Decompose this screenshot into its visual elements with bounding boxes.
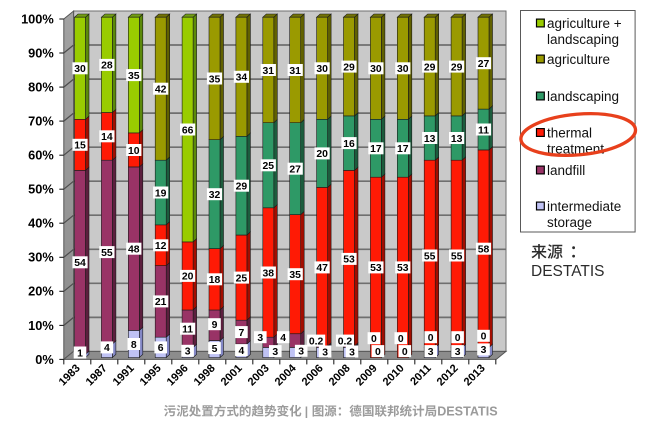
- svg-text:47: 47: [316, 263, 328, 274]
- svg-text:0: 0: [455, 333, 461, 344]
- svg-text:agriculture: agriculture: [547, 52, 610, 67]
- svg-text:54: 54: [74, 258, 86, 269]
- svg-text:28: 28: [101, 61, 113, 72]
- svg-text:32: 32: [209, 190, 221, 201]
- svg-text:19: 19: [155, 188, 167, 199]
- svg-text:0.2: 0.2: [309, 336, 324, 347]
- svg-text:3: 3: [298, 347, 304, 358]
- svg-text:53: 53: [397, 263, 409, 274]
- svg-text:10: 10: [128, 146, 140, 157]
- svg-text:58: 58: [478, 245, 490, 256]
- svg-text:0: 0: [481, 332, 487, 343]
- svg-text:31: 31: [289, 66, 301, 77]
- svg-text:3: 3: [455, 347, 461, 358]
- svg-text:30: 30: [397, 64, 409, 75]
- svg-text:4: 4: [239, 346, 245, 357]
- svg-text:1: 1: [77, 348, 83, 359]
- svg-text:17: 17: [370, 144, 382, 155]
- svg-text:|: |: [305, 405, 308, 419]
- svg-text:12: 12: [155, 241, 167, 252]
- svg-text:25: 25: [236, 273, 248, 284]
- svg-text:29: 29: [343, 62, 355, 73]
- svg-text:70%: 70%: [28, 114, 54, 129]
- svg-text:55: 55: [101, 248, 113, 259]
- svg-text:66: 66: [182, 125, 194, 136]
- svg-text:27: 27: [289, 165, 301, 176]
- svg-text:DESTATIS: DESTATIS: [531, 263, 605, 280]
- svg-text:18: 18: [209, 275, 221, 286]
- svg-text:29: 29: [451, 62, 463, 73]
- svg-text:31: 31: [263, 66, 275, 77]
- svg-text:90%: 90%: [28, 45, 54, 60]
- svg-text:35: 35: [209, 74, 221, 85]
- svg-text:30: 30: [74, 64, 86, 75]
- svg-text:20: 20: [316, 149, 328, 160]
- svg-text:17: 17: [397, 144, 409, 155]
- svg-text:4: 4: [280, 333, 286, 344]
- svg-text:3: 3: [481, 345, 487, 356]
- svg-text:11: 11: [182, 325, 193, 336]
- svg-text:25: 25: [263, 161, 275, 172]
- svg-text:29: 29: [236, 182, 248, 193]
- svg-text:55: 55: [424, 251, 436, 262]
- svg-text:7: 7: [239, 328, 245, 339]
- svg-text:13: 13: [424, 134, 436, 145]
- svg-text:48: 48: [128, 245, 140, 256]
- svg-text:0: 0: [398, 334, 404, 345]
- svg-text:13: 13: [451, 134, 463, 145]
- svg-text:0.2: 0.2: [338, 336, 353, 347]
- svg-text:10%: 10%: [28, 318, 54, 333]
- svg-text:11: 11: [478, 125, 489, 136]
- svg-text:30: 30: [316, 64, 328, 75]
- svg-text:35: 35: [289, 270, 301, 281]
- svg-text:30: 30: [370, 64, 382, 75]
- svg-text:29: 29: [424, 62, 436, 73]
- svg-text:34: 34: [236, 73, 248, 84]
- svg-text:0: 0: [371, 334, 377, 345]
- svg-text:intermediate: intermediate: [547, 199, 621, 214]
- svg-text:20%: 20%: [28, 284, 54, 299]
- svg-text:DESTATIS: DESTATIS: [437, 405, 497, 419]
- svg-text:3: 3: [428, 347, 434, 358]
- svg-text:3: 3: [257, 333, 263, 344]
- svg-text:3: 3: [322, 347, 328, 358]
- svg-text:8: 8: [131, 340, 137, 351]
- svg-text:0: 0: [402, 347, 408, 358]
- svg-text:53: 53: [343, 255, 355, 266]
- svg-text:3: 3: [185, 347, 191, 358]
- svg-text:55: 55: [451, 251, 463, 262]
- svg-text:3: 3: [349, 347, 355, 358]
- svg-text:100%: 100%: [21, 11, 54, 26]
- svg-text:53: 53: [370, 263, 382, 274]
- svg-text:landfill: landfill: [547, 163, 585, 178]
- svg-text:21: 21: [155, 297, 167, 308]
- svg-text:storage: storage: [547, 215, 592, 230]
- svg-text:27: 27: [478, 59, 490, 70]
- svg-text:15: 15: [74, 141, 86, 152]
- svg-text:14: 14: [101, 132, 113, 143]
- svg-text:thermal: thermal: [547, 125, 592, 140]
- svg-text:16: 16: [343, 139, 355, 150]
- svg-text:5: 5: [212, 344, 218, 355]
- svg-text:30%: 30%: [28, 250, 54, 265]
- svg-text:0%: 0%: [35, 352, 54, 367]
- svg-text:20: 20: [182, 272, 194, 283]
- svg-text:40%: 40%: [28, 216, 54, 231]
- svg-text:3: 3: [272, 347, 278, 358]
- svg-text:landscaping: landscaping: [547, 32, 619, 47]
- svg-text:80%: 80%: [28, 80, 54, 95]
- svg-text:9: 9: [212, 320, 218, 331]
- svg-text:42: 42: [155, 85, 167, 96]
- svg-text:0: 0: [428, 333, 434, 344]
- svg-text:4: 4: [104, 343, 110, 354]
- svg-text:6: 6: [158, 343, 164, 354]
- svg-text:38: 38: [263, 268, 275, 279]
- svg-text:landscaping: landscaping: [547, 89, 619, 104]
- svg-text:agriculture +: agriculture +: [547, 16, 622, 31]
- svg-text:60%: 60%: [28, 148, 54, 163]
- svg-text:50%: 50%: [28, 182, 54, 197]
- svg-text:35: 35: [128, 71, 140, 82]
- svg-text:0: 0: [375, 347, 381, 358]
